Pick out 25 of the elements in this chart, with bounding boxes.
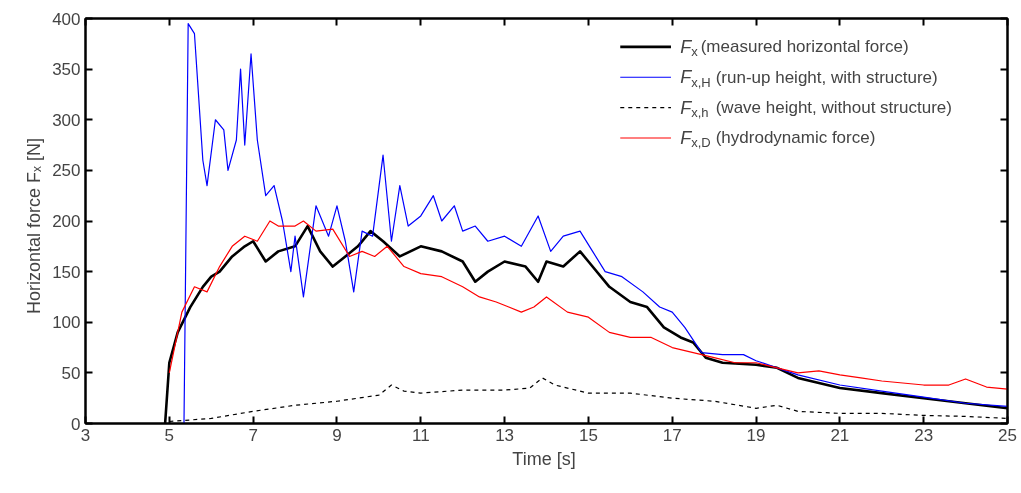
y-tick-label: 400	[52, 9, 81, 29]
x-tick-label: 19	[746, 425, 766, 445]
x-tick-label: 17	[662, 425, 682, 445]
line-series	[183, 22, 1008, 424]
y-tick-label: 150	[52, 262, 81, 282]
x-tick-label: 11	[411, 425, 430, 445]
x-tick-label: 23	[914, 425, 934, 445]
y-tick-label: 50	[61, 363, 81, 383]
y-axis-title: Horizontal force Fₓ [N]	[24, 138, 45, 314]
x-tick-label: 9	[332, 425, 342, 445]
x-tick-label: 15	[578, 425, 598, 445]
x-tick-label: 7	[248, 425, 258, 445]
line-series	[168, 220, 1008, 390]
x-tick-label: 3	[80, 425, 91, 445]
y-tick-label: 350	[52, 60, 81, 80]
x-tick-label: 21	[830, 425, 850, 445]
y-tick-label: 0	[71, 414, 81, 434]
x-tick-label: 13	[495, 425, 515, 445]
y-tick-label: 250	[52, 161, 81, 181]
y-tick-label: 300	[52, 110, 81, 130]
x-axis-title: Time [s]	[512, 448, 576, 469]
x-tick-label: 25	[998, 425, 1017, 445]
x-tick-label: 5	[164, 425, 175, 445]
y-tick-label: 200	[52, 212, 81, 231]
y-tick-label: 100	[52, 313, 81, 333]
